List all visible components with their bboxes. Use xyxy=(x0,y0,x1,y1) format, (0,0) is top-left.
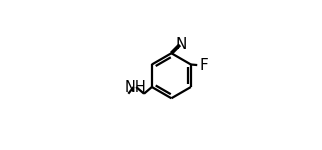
Text: NH: NH xyxy=(125,80,147,94)
Text: F: F xyxy=(199,58,208,73)
Text: N: N xyxy=(175,37,186,52)
